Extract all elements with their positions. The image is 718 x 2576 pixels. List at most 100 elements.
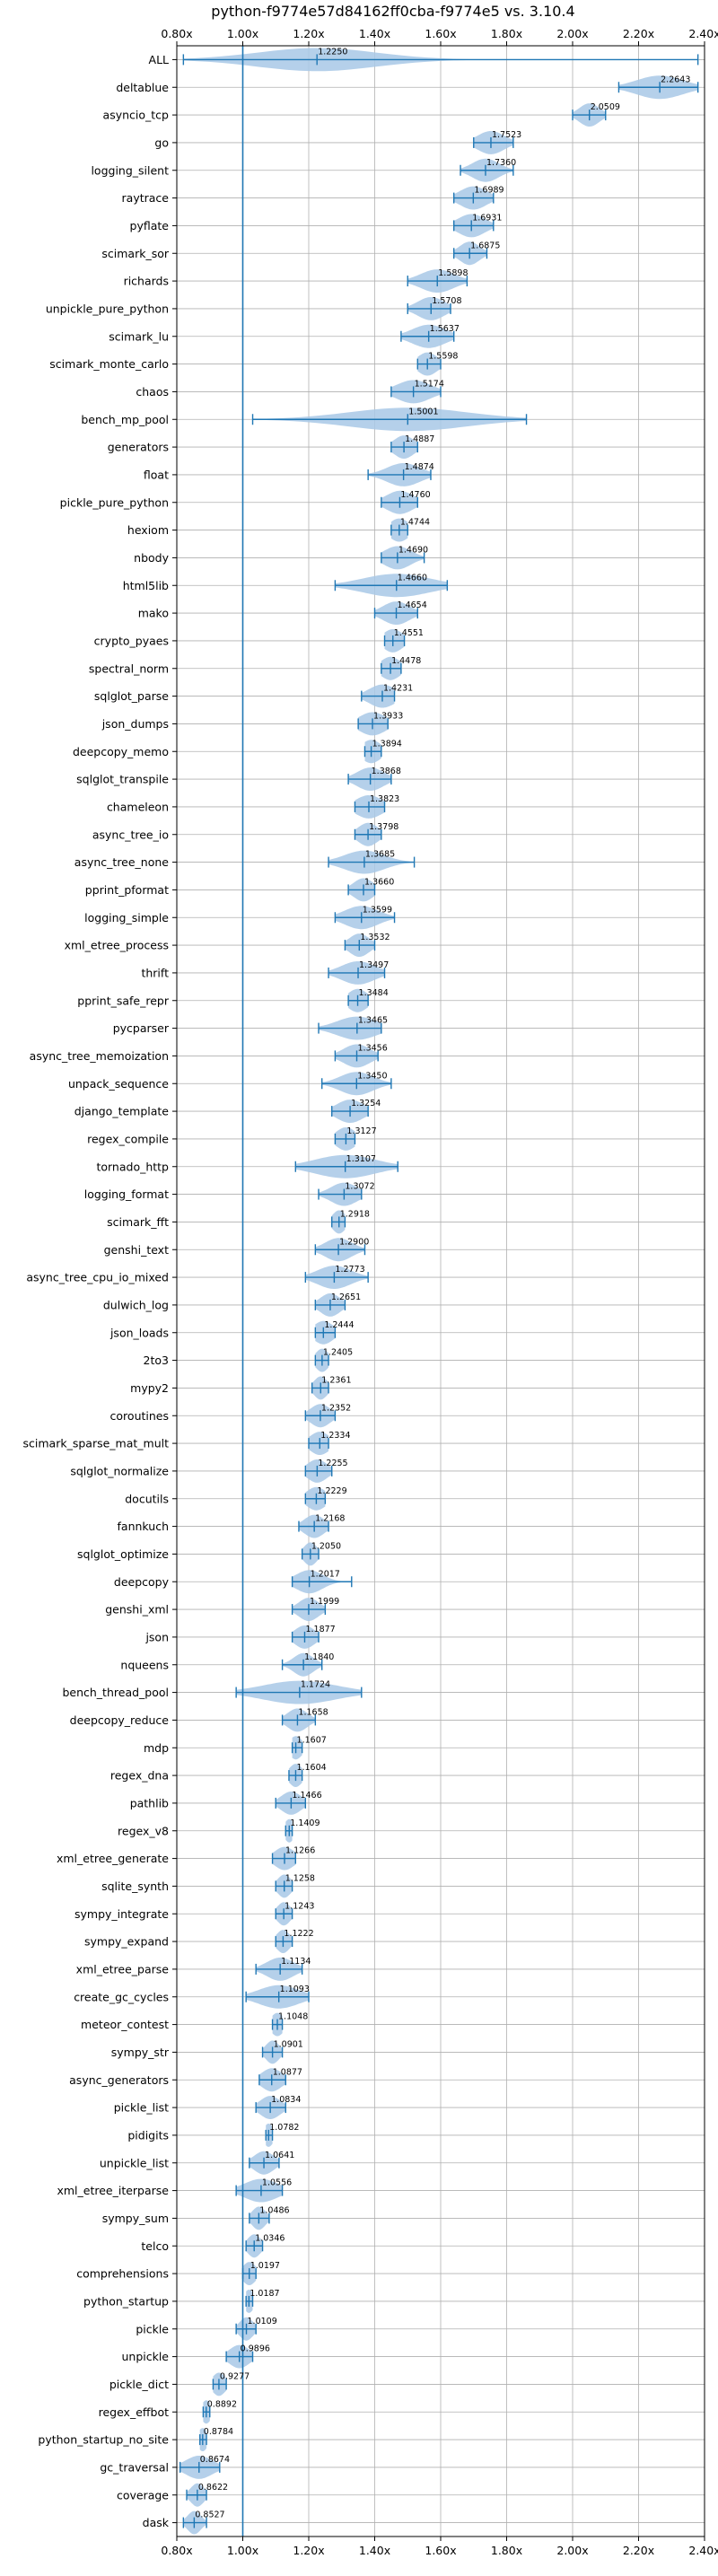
- x-tick-label-top: 1.40x: [359, 27, 390, 40]
- value-label: 1.1658: [298, 1707, 328, 1717]
- value-label: 1.1243: [285, 1901, 314, 1911]
- value-label: 1.4478: [391, 656, 421, 666]
- value-label: 1.4551: [394, 628, 424, 638]
- benchmark-label: django_template: [74, 1105, 170, 1118]
- value-label: 1.0109: [248, 2317, 277, 2326]
- benchmark-label: nbody: [134, 551, 169, 565]
- benchmark-label: comprehensions: [76, 2267, 169, 2281]
- value-label: 1.3823: [370, 794, 399, 804]
- value-label: 2.0509: [591, 102, 620, 112]
- value-label: 1.3532: [360, 933, 390, 942]
- value-label: 1.0782: [269, 2123, 299, 2133]
- value-label: 1.5174: [415, 379, 444, 389]
- value-label: 1.0877: [273, 2067, 302, 2077]
- value-label: 1.4744: [400, 518, 430, 528]
- x-tick-label-bottom: 1.20x: [293, 2544, 324, 2557]
- value-label: 1.1999: [310, 1597, 339, 1607]
- benchmark-label: logging_silent: [91, 163, 169, 177]
- value-label: 1.1604: [296, 1763, 326, 1773]
- benchmark-label: unpickle_list: [100, 2156, 169, 2169]
- benchmark-label: pickle_dict: [109, 2378, 169, 2391]
- x-tick-label-bottom: 0.80x: [161, 2544, 192, 2557]
- benchmark-label: pickle: [136, 2322, 169, 2335]
- benchmark-label: sqlglot_parse: [94, 689, 169, 703]
- value-label: 1.2334: [320, 1431, 350, 1441]
- value-label: 1.4231: [383, 684, 413, 694]
- benchmark-label: async_tree_io: [92, 828, 169, 841]
- value-label: 1.1134: [281, 1957, 311, 1967]
- benchmark-label: sqlglot_transpile: [76, 773, 169, 786]
- value-label: 1.2017: [311, 1569, 340, 1579]
- benchmark-label: regex_compile: [87, 1132, 169, 1145]
- benchmark-label: async_tree_cpu_io_mixed: [26, 1271, 169, 1284]
- benchmark-label: dulwich_log: [103, 1298, 169, 1311]
- benchmark-label: logging_format: [84, 1187, 169, 1201]
- benchmark-label: pickle_list: [114, 2101, 169, 2115]
- value-label: 1.0556: [262, 2178, 292, 2188]
- value-label: 0.8892: [207, 2399, 237, 2409]
- benchmark-label: unpickle_pure_python: [46, 302, 169, 315]
- benchmark-label: regex_v8: [118, 1824, 169, 1837]
- benchmark-label: docutils: [125, 1492, 169, 1505]
- value-label: 0.8784: [204, 2427, 233, 2437]
- value-label: 1.4874: [405, 462, 434, 472]
- x-tick-label-bottom: 1.00x: [227, 2544, 258, 2557]
- value-label-layer: 1.2250 2.2643 2.0509 1.7523 1.7360 1.6989 1.69…: [195, 47, 690, 2519]
- benchmark-label: async_generators: [69, 2073, 169, 2087]
- x-tick-label-bottom: 2.20x: [623, 2544, 654, 2557]
- benchmark-label: async_tree_memoization: [30, 1049, 169, 1063]
- benchmark-label: spectral_norm: [89, 662, 169, 675]
- value-label: 1.1048: [278, 2012, 308, 2022]
- benchmark-label: go: [154, 136, 169, 149]
- value-label: 1.0901: [274, 2039, 303, 2049]
- value-label: 1.6931: [472, 213, 502, 223]
- benchmark-label: telco: [141, 2239, 169, 2253]
- value-label: 1.3933: [373, 711, 403, 721]
- value-label: 1.5598: [428, 352, 458, 362]
- value-label: 1.0641: [265, 2151, 294, 2160]
- x-tick-label-bottom: 1.60x: [425, 2544, 456, 2557]
- x-tick-label-top: 2.00x: [556, 27, 588, 40]
- value-label: 1.1222: [284, 1929, 313, 1939]
- value-label: 1.5001: [408, 407, 438, 416]
- benchmark-label: scimark_sor: [101, 247, 169, 260]
- benchmark-label: chameleon: [107, 800, 169, 813]
- value-label: 1.1724: [301, 1680, 330, 1690]
- value-label: 1.6875: [470, 241, 500, 250]
- value-label: 1.7523: [492, 130, 521, 140]
- benchmark-label: crypto_pyaes: [94, 634, 169, 647]
- value-label: 1.3497: [359, 960, 389, 970]
- value-label: 1.3599: [363, 905, 392, 915]
- benchmark-label: scimark_monte_carlo: [49, 357, 169, 371]
- benchmark-label: fannkuch: [118, 1520, 169, 1533]
- benchmark-label: sympy_sum: [102, 2212, 169, 2225]
- value-label: 1.5708: [432, 296, 461, 306]
- value-label: 1.3072: [345, 1182, 374, 1192]
- x-tick-label-top: 0.80x: [161, 27, 192, 40]
- benchmark-label: sqlite_synth: [101, 1879, 169, 1893]
- value-label: 1.3127: [346, 1126, 376, 1136]
- benchmark-label: ALL: [149, 53, 170, 66]
- value-label: 2.2643: [661, 74, 690, 84]
- benchmark-label: pprint_safe_repr: [77, 994, 170, 1007]
- benchmark-label: xml_etree_parse: [76, 1962, 170, 1976]
- benchmark-label: scimark_lu: [109, 329, 169, 343]
- errorbar-layer: [179, 54, 699, 2528]
- value-label: 0.9277: [220, 2371, 250, 2381]
- x-tick-label-bottom: 2.40x: [688, 2544, 718, 2557]
- benchmark-label: nqueens: [120, 1658, 169, 1671]
- value-label: 1.1877: [305, 1625, 335, 1634]
- x-tick-label-bottom: 1.80x: [491, 2544, 522, 2557]
- x-tick-label-bottom: 1.40x: [359, 2544, 390, 2557]
- benchmark-label: thrift: [141, 966, 169, 979]
- benchmark-label: dask: [143, 2516, 170, 2529]
- value-label: 1.2918: [340, 1209, 370, 1219]
- value-label: 1.2168: [315, 1514, 345, 1524]
- value-label: 1.3894: [372, 739, 402, 749]
- value-label: 1.1840: [304, 1652, 334, 1662]
- value-label: 1.4760: [400, 490, 430, 500]
- benchmark-label: pickle_pure_python: [60, 495, 169, 509]
- benchmark-label: pidigits: [127, 2128, 169, 2142]
- benchmark-label: genshi_text: [104, 1243, 169, 1257]
